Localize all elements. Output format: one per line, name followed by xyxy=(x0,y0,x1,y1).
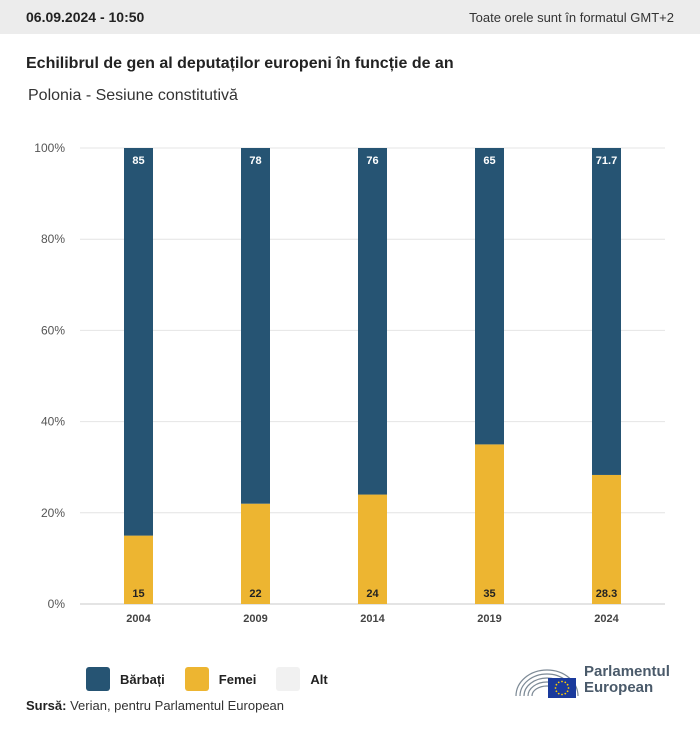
bar-men xyxy=(358,148,387,495)
chart-subtitle: Polonia - Sesiune constitutivă xyxy=(28,87,238,104)
bar-women xyxy=(358,494,387,604)
legend-swatch-women xyxy=(184,667,209,691)
data-label-men: 65 xyxy=(483,155,495,167)
data-label-women: 22 xyxy=(249,588,261,600)
data-label-men: 78 xyxy=(249,155,261,167)
data-label-men: 71.7 xyxy=(596,155,617,167)
source-label: Sursă: xyxy=(26,698,67,713)
top-bar: 06.09.2024 - 10:50 Toate orele sunt în f… xyxy=(0,0,700,34)
x-tick-label: 2019 xyxy=(477,613,501,625)
bar-women xyxy=(124,535,153,604)
eu-parliament-hemicycle-flag-icon xyxy=(515,669,579,698)
y-tick-label: 0% xyxy=(48,597,66,611)
legend-label-other: Alt xyxy=(310,671,328,687)
legend-label-men: Bărbați xyxy=(120,671,165,687)
legend-item-men[interactable]: Bărbați xyxy=(86,667,165,691)
logo-line-1: Parlamentul xyxy=(584,663,670,680)
data-label-women: 28.3 xyxy=(596,588,617,600)
x-tick-label: 2009 xyxy=(243,613,267,625)
legend-item-other[interactable]: Alt xyxy=(276,667,328,691)
y-tick-label: 100% xyxy=(34,141,65,155)
x-tick-label: 2024 xyxy=(594,613,619,625)
data-label-men: 76 xyxy=(366,155,378,167)
data-label-women: 15 xyxy=(132,588,144,600)
timezone-note: Toate orele sunt în formatul GMT+2 xyxy=(469,9,674,25)
bar-men xyxy=(475,148,504,445)
data-label-men: 85 xyxy=(132,155,144,167)
y-tick-label: 80% xyxy=(41,232,65,246)
source-text: Verian, pentru Parlamentul European xyxy=(70,698,285,713)
data-label-women: 24 xyxy=(366,588,379,600)
legend-label-women: Femei xyxy=(218,671,257,687)
legend-item-women[interactable]: Femei xyxy=(184,667,257,691)
bar-women xyxy=(475,444,504,604)
bar-men xyxy=(241,148,270,504)
source-note: Sursă: Verian, pentru Parlamentul Europe… xyxy=(26,698,284,713)
bar-women xyxy=(592,474,621,604)
x-tick-label: 2004 xyxy=(126,613,151,625)
y-tick-label: 20% xyxy=(41,506,65,520)
date-time: 06.09.2024 - 10:50 xyxy=(26,9,145,25)
legend: Bărbați Femei Alt xyxy=(86,667,348,691)
legend-swatch-other xyxy=(276,667,301,691)
logo-text: Parlamentul European xyxy=(584,664,670,696)
y-tick-label: 40% xyxy=(41,415,65,429)
legend-swatch-men xyxy=(86,667,110,691)
x-tick-label: 2014 xyxy=(360,613,385,625)
european-parliament-logo: Parlamentul European xyxy=(514,660,670,700)
logo-line-2: European xyxy=(584,679,654,696)
bar-men xyxy=(124,148,153,536)
bar-men xyxy=(592,148,621,475)
chart-title: Echilibrul de gen al deputaților europen… xyxy=(26,55,454,72)
stacked-bar-chart: 0% 20% 40% 60% 80% 100% 85 15 2004 78 22 2009 76 24 20… xyxy=(34,141,665,625)
data-label-women: 35 xyxy=(483,588,495,600)
bar-women xyxy=(241,503,270,604)
y-tick-label: 60% xyxy=(41,323,65,337)
